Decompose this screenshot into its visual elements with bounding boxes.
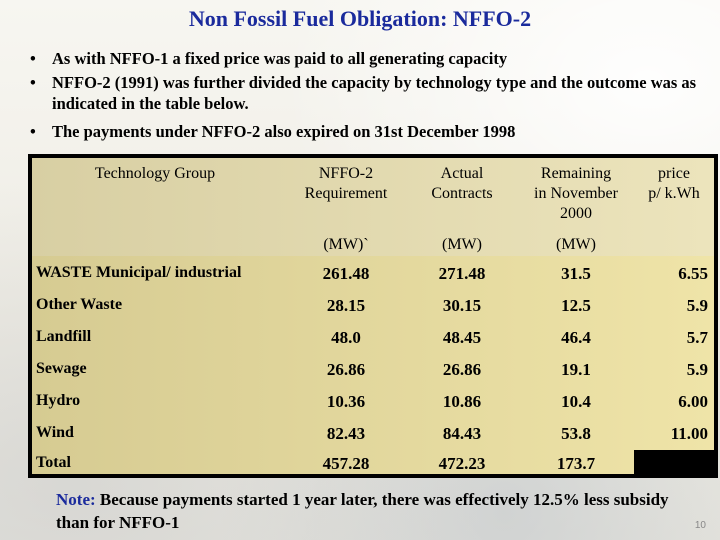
bullet-item: The payments under NFFO-2 also expired o… [30, 121, 710, 142]
row-label-other-waste: Other Waste [36, 296, 123, 313]
cell-remaining: 31.5 [561, 264, 591, 283]
header-remaining-line: 2000 [560, 205, 592, 222]
cell-requirement: 261.48 [322, 264, 370, 283]
cell-price: 5.9 [686, 296, 708, 315]
header-price-line: price [658, 165, 690, 182]
row-label-waste: WASTE Municipal/ industrial [36, 264, 242, 281]
row-label-sewage: Sewage [36, 360, 87, 377]
cell-remaining: 10.4 [561, 392, 591, 411]
cell-price: 11.00 [670, 424, 708, 443]
header-requirement-line: Requirement [304, 185, 388, 202]
unit-remaining: (MW) [556, 236, 596, 253]
header-remaining-line: in November [534, 185, 618, 202]
cell-remaining: 19.1 [561, 360, 591, 379]
slide-title: Non Fossil Fuel Obligation: NFFO-2 [188, 6, 532, 31]
bullet-item: NFFO-2 (1991) was further divided the ca… [30, 72, 710, 114]
footnote: Note: Because payments started 1 year la… [56, 488, 696, 534]
cell-actual: 472.23 [438, 454, 486, 473]
header-price-line: p/ k.Wh [648, 185, 700, 202]
cell-requirement: 28.15 [326, 296, 366, 315]
cell-price: 5.9 [686, 360, 708, 379]
cell-requirement: 10.36 [326, 392, 366, 411]
cell-actual: 48.45 [442, 328, 482, 347]
note-label: Note: [56, 490, 96, 509]
cell-requirement: 457.28 [322, 454, 370, 473]
cell-actual: 84.43 [442, 424, 482, 443]
header-remaining: Remaining in November 2000 [516, 164, 636, 224]
page-number: 10 [694, 520, 706, 531]
header-price: price p/ k.Wh [636, 164, 712, 204]
row-label-total: Total [36, 454, 71, 471]
row-label-wind: Wind [36, 424, 74, 441]
cell-remaining: 12.5 [561, 296, 591, 315]
row-label-landfill: Landfill [36, 328, 92, 345]
total-price-blank-cell [634, 450, 714, 474]
header-technology-group: Technology Group [94, 165, 216, 182]
cell-requirement: 26.86 [326, 360, 366, 379]
cell-requirement: 48.0 [331, 328, 361, 347]
cell-actual: 10.86 [442, 392, 482, 411]
cell-remaining: 46.4 [561, 328, 591, 347]
table-header-area [32, 158, 714, 256]
header-requirement: NFFO-2 Requirement [284, 164, 408, 204]
header-actual-line: Actual [440, 165, 484, 182]
unit-actual: (MW) [442, 236, 482, 253]
bullet-list: As with NFFO-1 a fixed price was paid to… [30, 48, 710, 145]
cell-remaining: 53.8 [561, 424, 591, 443]
header-actual-line: Contracts [431, 185, 493, 202]
note-text: Because payments started 1 year later, t… [56, 490, 669, 532]
bullet-item: As with NFFO-1 a fixed price was paid to… [30, 48, 710, 69]
cell-actual: 30.15 [442, 296, 482, 315]
unit-requirement: (MW)` [323, 236, 369, 253]
cell-price: 6.00 [678, 392, 708, 411]
row-label-hydro: Hydro [36, 392, 81, 409]
header-remaining-line: Remaining [540, 165, 612, 182]
cell-requirement: 82.43 [326, 424, 366, 443]
cell-price: 6.55 [678, 264, 708, 283]
table-body-area [32, 256, 714, 474]
cell-price: 5.7 [686, 328, 708, 347]
cell-actual: 26.86 [442, 360, 482, 379]
header-actual: Actual Contracts [412, 164, 512, 204]
cell-actual: 271.48 [438, 264, 486, 283]
cell-remaining: 173.7 [556, 454, 596, 473]
header-requirement-line: NFFO-2 [318, 165, 374, 182]
